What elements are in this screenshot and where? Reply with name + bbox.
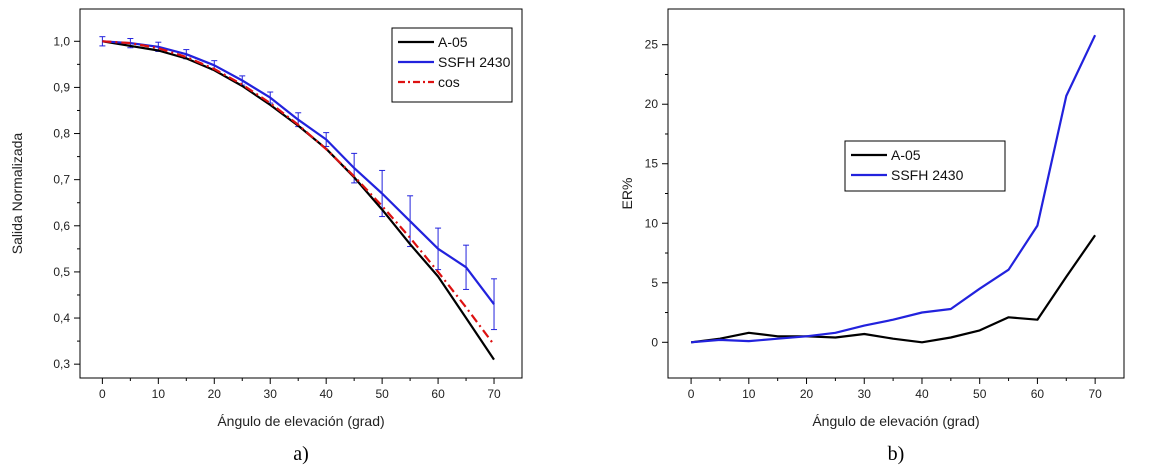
- legend-entry-label: cos: [438, 74, 460, 90]
- y-tick-label: 20: [645, 97, 659, 111]
- legend-entry-label: SSFH 2430: [891, 167, 964, 183]
- y-tick-label: 0,8: [53, 127, 70, 141]
- x-tick-label: 0: [688, 387, 695, 401]
- panel-a: 0 10 20 30 40 50 60 700,30,40,50,60,70,80,91,0 …: [9, 8, 523, 465]
- y-tick-label: 0,9: [53, 80, 70, 94]
- y-tick-label: 0,5: [53, 265, 70, 279]
- panel-b-x-axis-label: Ángulo de elevación (grad): [812, 413, 979, 429]
- x-tick-label: 70: [487, 387, 501, 401]
- legend-entry-label: A-05: [438, 34, 468, 50]
- x-tick-label: 50: [375, 387, 389, 401]
- x-tick-label: 20: [208, 387, 222, 401]
- x-tick-label: 50: [973, 387, 987, 401]
- y-tick-label: 0,6: [53, 219, 70, 233]
- x-tick-label: 70: [1088, 387, 1102, 401]
- legend-entry-label: SSFH 2430: [438, 54, 511, 70]
- panel-b-series-lines: [690, 34, 1097, 344]
- panel-a-label: a): [293, 443, 309, 465]
- x-tick-label: 10: [742, 387, 756, 401]
- legend-box: [391, 27, 513, 103]
- x-tick-label: 20: [800, 387, 814, 401]
- y-tick-label: 10: [645, 216, 659, 230]
- x-tick-label: 0: [99, 387, 106, 401]
- y-tick-label: 1,0: [53, 34, 70, 48]
- panel-b-ticks: 0 10 20 30 40 50 60 70 0 5 10 15 20 25: [645, 38, 1102, 401]
- panel-a-series-lines: [102, 40, 495, 361]
- y-tick-label: 25: [645, 38, 659, 52]
- panel-a-legend: A-05 SSFH 2430 cos: [391, 27, 513, 103]
- panel-b: 0 10 20 30 40 50 60 70 0 5 10 15 20 25 Ángulo de elev…: [619, 8, 1125, 465]
- y-tick-label: 5: [651, 276, 658, 290]
- legend-box: [844, 140, 1006, 192]
- panel-a-y-axis-label: Salida Normalizada: [9, 133, 25, 255]
- legend-entry-label: A-05: [891, 147, 921, 163]
- x-tick-label: 40: [915, 387, 929, 401]
- y-tick-label: 0,4: [53, 311, 70, 325]
- y-tick-label: 0: [651, 335, 658, 349]
- panel-b-y-axis-label: ER%: [619, 178, 635, 210]
- series-line-ssfh-2430: [102, 40, 495, 305]
- series-line-ssfh-2430: [691, 34, 1097, 344]
- panel-b-label: b): [888, 443, 905, 465]
- x-tick-label: 30: [858, 387, 872, 401]
- x-tick-label: 10: [152, 387, 166, 401]
- panel-a-x-axis-label: Ángulo de elevación (grad): [217, 413, 384, 429]
- y-tick-label: 15: [645, 157, 659, 171]
- panel-a-plot-frame: [79, 8, 523, 379]
- series-line-cos: [102, 40, 495, 346]
- x-tick-label: 60: [431, 387, 445, 401]
- panel-a-ticks: 0 10 20 30 40 50 60 70 0,3 0,4 0,5 0,6 0,7 0,8 0,9 1,0: [53, 34, 501, 401]
- panel-b-legend: A-05 SSFH 2430: [844, 140, 1006, 192]
- y-tick-label: 0,3: [53, 357, 70, 371]
- x-tick-label: 60: [1031, 387, 1045, 401]
- x-tick-label: 40: [319, 387, 333, 401]
- x-tick-label: 30: [264, 387, 278, 401]
- series-line-a-05: [690, 234, 1097, 344]
- panel-b-plot-frame: [667, 8, 1125, 379]
- y-tick-label: 0,7: [53, 173, 70, 187]
